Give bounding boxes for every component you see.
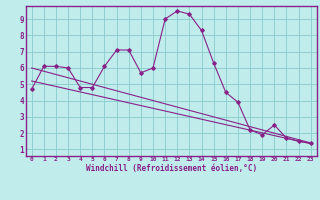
X-axis label: Windchill (Refroidissement éolien,°C): Windchill (Refroidissement éolien,°C) (86, 164, 257, 173)
